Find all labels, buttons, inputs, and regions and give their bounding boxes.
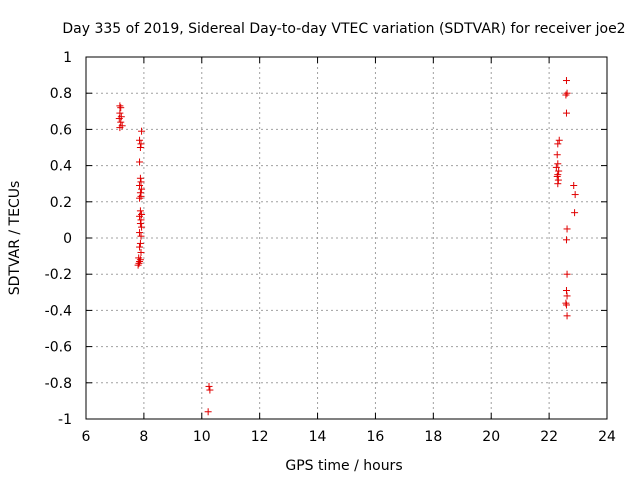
data-point: [138, 223, 146, 231]
y-tick-label: 0.2: [50, 195, 72, 211]
x-tick-label: 20: [482, 429, 500, 445]
data-point: [562, 236, 570, 244]
data-point: [553, 172, 561, 180]
y-tick-label: 0.4: [50, 159, 72, 175]
data-point: [136, 207, 144, 215]
y-axis-label: SDTVAR / TECUs: [7, 181, 23, 296]
data-point: [136, 220, 144, 228]
data-point: [116, 124, 124, 132]
y-tick-label: 1: [63, 50, 72, 66]
data-point: [563, 312, 571, 320]
y-tick-label: -0.8: [45, 376, 72, 392]
points-layer: [115, 77, 579, 416]
y-tick-label: -1: [58, 412, 72, 428]
data-point: [137, 178, 145, 186]
data-point: [554, 171, 562, 179]
data-point: [136, 256, 144, 264]
data-point: [563, 225, 571, 233]
data-point: [116, 109, 124, 117]
data-point: [562, 301, 570, 309]
data-point: [136, 144, 144, 151]
data-point: [117, 104, 125, 112]
data-point: [553, 151, 561, 159]
data-point: [137, 248, 145, 256]
data-point: [205, 382, 213, 390]
data-point: [137, 232, 145, 240]
data-point: [554, 160, 562, 168]
data-point: [136, 258, 144, 266]
data-point: [136, 239, 144, 247]
x-tick-label: 24: [598, 429, 616, 445]
x-tick-label: 14: [309, 429, 327, 445]
data-point: [138, 185, 146, 193]
data-point: [570, 182, 578, 190]
data-point: [134, 261, 142, 269]
x-tick-label: 8: [139, 429, 148, 445]
data-point: [555, 167, 563, 175]
data-point: [137, 192, 145, 200]
data-point: [116, 102, 124, 110]
x-tick-label: 6: [82, 429, 91, 445]
data-point: [117, 118, 125, 126]
data-point: [137, 140, 145, 148]
data-point: [204, 408, 212, 416]
data-point: [135, 259, 143, 267]
y-tick-label: 0.6: [50, 122, 72, 138]
y-tick-label: -0.4: [45, 303, 72, 319]
data-point: [554, 140, 562, 148]
data-point: [552, 163, 560, 171]
y-tick-label: -0.2: [45, 267, 72, 283]
data-point: [136, 189, 144, 197]
data-point: [555, 136, 563, 144]
data-point: [554, 180, 562, 188]
y-tick-label: 0.8: [50, 86, 72, 102]
x-tick-label: 12: [251, 429, 269, 445]
data-point: [136, 243, 144, 251]
data-point: [206, 386, 214, 394]
x-tick-label: 22: [540, 429, 558, 445]
data-point: [562, 77, 570, 85]
data-point: [562, 286, 570, 294]
data-point: [563, 292, 571, 300]
data-point: [138, 127, 146, 135]
data-point: [563, 89, 571, 97]
y-tick-label: -0.6: [45, 340, 72, 356]
y-tick-label: 0: [63, 231, 72, 247]
data-point: [136, 212, 144, 220]
data-point: [136, 174, 144, 182]
data-point: [136, 158, 144, 166]
plot-frame: [85, 56, 608, 420]
chart-title: Day 335 of 2019, Sidereal Day-to-day VTE…: [62, 21, 625, 37]
data-point: [136, 194, 144, 202]
x-tick-label: 16: [367, 429, 385, 445]
data-point: [554, 176, 562, 184]
data-point: [562, 91, 570, 99]
data-point: [136, 182, 144, 190]
x-tick-label: 18: [424, 429, 442, 445]
data-point: [562, 109, 570, 117]
tick-layer: 6 8 10 12 14 16 18 20 22 24 -1 -0.8 -0.6 -0.4 -0.2 0 0.2…: [45, 50, 616, 445]
data-point: [136, 136, 144, 144]
data-point: [571, 209, 579, 217]
data-point: [571, 191, 579, 199]
data-point: [137, 216, 145, 224]
data-point: [115, 115, 123, 123]
data-point: [562, 299, 570, 307]
data-point: [136, 229, 144, 237]
grid-layer: [86, 57, 607, 419]
data-point: [563, 270, 571, 278]
x-axis-label: GPS time / hours: [285, 458, 402, 474]
x-tick-label: 10: [193, 429, 211, 445]
